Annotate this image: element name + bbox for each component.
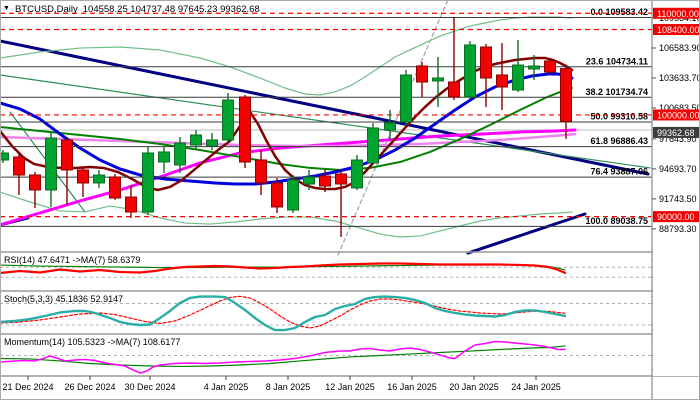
alert-badge-label: 110000.00 [657,9,699,19]
candle-down [416,65,428,83]
candle-up [287,179,299,211]
fib-label-0.0: 0.0 109583.42 [590,7,648,17]
candle-up [528,65,540,70]
fib-label-38.2: 38.2 101734.74 [585,87,648,97]
alert-badge [653,7,700,19]
alert-badge-label: 90000.00 [657,212,695,222]
alert-badge [653,109,700,121]
candle-up [190,134,202,146]
time-label: 20 Jan 2025 [449,382,499,392]
candle-down [13,156,25,176]
fib-label-76.4: 76.4 93887.06 [590,167,648,177]
candle-down [239,96,251,163]
time-label: 4 Jan 2025 [204,382,249,392]
momentum-main [0,340,566,374]
candle-down [61,139,73,171]
bollinger-upper [0,16,573,96]
ma-violet [0,132,577,148]
ma-maroon [0,56,574,192]
candle-up [0,152,9,161]
price-label: 94693.70 [659,164,697,174]
candle-up [464,44,476,98]
momentum-label: Momentum(14) 105.5323 ->MA(7) 108.6177 [4,337,180,347]
candle-down [271,182,283,208]
fib-label-50.0: 50.0 99310.58 [590,111,648,121]
candle-down [29,174,41,191]
alert-badge [653,24,700,36]
candle-down [448,81,460,98]
candle-up [512,64,524,91]
price-label: 97643.90 [659,134,697,144]
candle-up [303,176,315,185]
candle-up [174,142,186,166]
fib-label-61.8: 61.8 96886.43 [590,136,648,146]
candle-down [560,68,572,122]
candle-up [45,137,57,191]
stoch-label: Stoch(5,3,3) 45.1836 52.9147 [4,294,123,304]
candle-down [335,173,347,185]
fib-label-100.0: 100.0 89038.75 [585,216,648,226]
candle-up [158,151,170,163]
stoch-signal [0,295,566,329]
rsi-label: RSI(14) 47.6471 ->MA(7) 58.6379 [4,255,140,265]
candle-up [351,159,363,189]
candle-up [432,77,444,82]
time-label: 24 Jan 2025 [511,382,561,392]
rsi-main [0,262,567,275]
time-label: 21 Dec 2024 [2,382,53,392]
ohlc-values-label: 104558.25 104737.48 97645.23 99362.68 [82,3,260,15]
candle-down [544,60,556,73]
trendline-up [466,212,587,255]
bollinger-lower [0,191,573,238]
time-label: 8 Jan 2025 [266,382,311,392]
candle-up [222,99,234,141]
candle-down [319,175,331,187]
price-label: 88793.30 [659,224,697,234]
current-price-label: 99362.68 [657,128,695,138]
price-label: 106583.90 [659,43,700,53]
price-label: 103633.70 [659,73,700,83]
candle-down [255,159,267,184]
price-label: 91743.50 [659,194,697,204]
candles-group [0,17,572,237]
price-axis[interactable] [653,0,700,376]
candle-down [480,46,492,79]
candle-down [496,74,508,88]
candle-down [109,176,121,199]
candle-up [384,122,396,131]
candle-down [125,196,137,213]
candle-down [77,169,89,184]
price-label: 100683.50 [659,103,700,113]
time-axis-strip[interactable] [0,377,700,400]
candle-up [400,74,412,123]
candle-up [367,127,379,164]
main-plot[interactable] [0,0,652,256]
candle-up [142,152,154,213]
time-label: 16 Jan 2025 [387,382,437,392]
time-label: 12 Jan 2025 [325,382,375,392]
stoch-main [0,295,567,332]
fib-label-23.6: 23.6 104734.11 [586,56,648,66]
channel-line-green [0,74,651,169]
candle-up [93,174,105,184]
momentum-ma [0,345,566,368]
collapse-arrow-icon[interactable]: ▼ [3,5,10,12]
chart-title-bar: ▼ BTCUSD,Daily 104558.25 104737.48 97645… [3,3,260,15]
time-label: 30 Dec 2024 [124,382,175,392]
symbol-timeframe-label: BTCUSD,Daily [14,3,78,15]
alert-badge-label: 108400.00 [657,25,700,35]
current-price-badge [653,126,700,138]
alert-badge-label: 100000.00 [657,110,700,120]
candle-up [206,139,218,147]
time-label: 26 Dec 2024 [64,382,115,392]
alert-badge [653,211,700,223]
